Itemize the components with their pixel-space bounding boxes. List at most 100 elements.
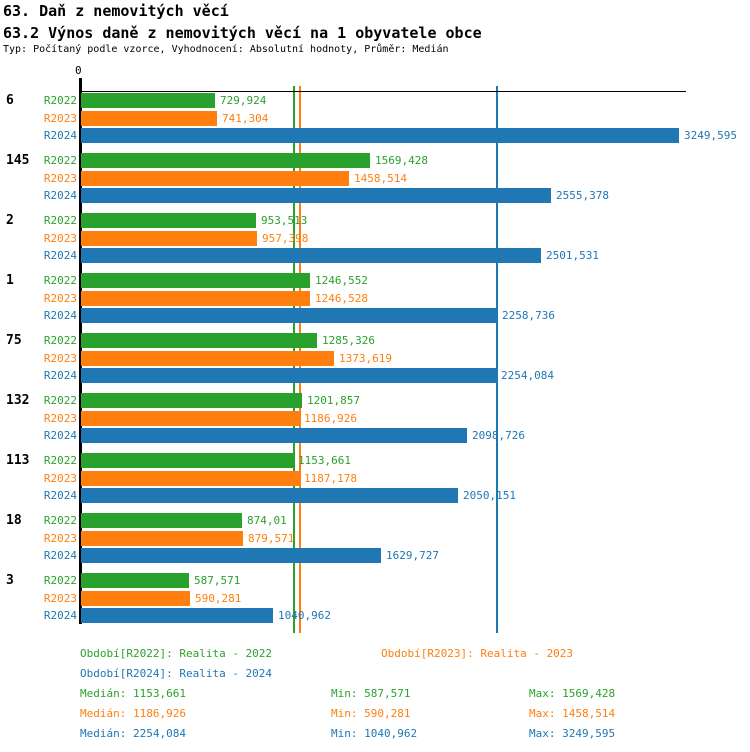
- bar-value-label: 874,01: [247, 514, 287, 527]
- bar-r2023: [81, 171, 349, 186]
- page-title: 63. Daň z nemovitých věcí: [3, 2, 229, 20]
- bar-value-label: 587,571: [194, 574, 241, 587]
- bar-value-label: 957,398: [262, 232, 309, 245]
- series-label-r2023: R2023: [43, 412, 77, 425]
- series-label-r2024: R2024: [43, 129, 77, 142]
- bar-r2022: [81, 513, 242, 528]
- stat-median-blue: Medián: 2254,084: [80, 727, 186, 740]
- x-axis-line: [79, 91, 686, 92]
- series-label-r2023: R2023: [43, 532, 77, 545]
- axis-zero-label: 0: [75, 64, 82, 77]
- bar-value-label: 2254,084: [501, 369, 554, 382]
- series-label-r2023: R2023: [43, 292, 77, 305]
- bar-value-label: 1629,727: [386, 549, 439, 562]
- bar-r2024: [81, 188, 551, 203]
- bar-value-label: 1246,552: [315, 274, 368, 287]
- legend-item-orange: Období[R2023]: Realita - 2023: [381, 647, 574, 660]
- bar-r2023: [81, 411, 299, 426]
- bar-r2024: [81, 248, 541, 263]
- bar-r2022: [81, 153, 370, 168]
- category-label: 132: [6, 393, 30, 408]
- series-label-r2022: R2022: [43, 154, 77, 167]
- chart-subtitle: Typ: Počítaný podle vzorce, Vyhodnocení:…: [3, 44, 449, 55]
- category-label: 2: [6, 213, 14, 228]
- series-label-r2024: R2024: [43, 249, 77, 262]
- stat-median-green: Medián: 1153,661: [80, 687, 186, 700]
- series-label-r2022: R2022: [43, 214, 77, 227]
- category-label: 6: [6, 93, 14, 108]
- series-label-r2024: R2024: [43, 429, 77, 442]
- series-label-r2022: R2022: [43, 274, 77, 287]
- stat-min-green: Min: 587,571: [331, 687, 411, 700]
- bar-value-label: 2258,736: [502, 309, 555, 322]
- series-label-r2024: R2024: [43, 609, 77, 622]
- series-label-r2024: R2024: [43, 549, 77, 562]
- bar-value-label: 1569,428: [375, 154, 428, 167]
- bar-value-label: 1040,962: [278, 609, 331, 622]
- stat-min-orange: Min: 590,281: [331, 707, 411, 720]
- bar-value-label: 1187,178: [304, 472, 357, 485]
- bar-value-label: 1285,326: [322, 334, 375, 347]
- series-label-r2024: R2024: [43, 489, 77, 502]
- series-label-r2022: R2022: [43, 334, 77, 347]
- bar-r2023: [81, 291, 310, 306]
- bar-value-label: 1458,514: [354, 172, 407, 185]
- bar-value-label: 2555,378: [556, 189, 609, 202]
- bar-r2022: [81, 213, 256, 228]
- bar-r2022: [81, 333, 317, 348]
- bar-r2022: [81, 573, 189, 588]
- bar-value-label: 1373,619: [339, 352, 392, 365]
- bar-value-label: 729,924: [220, 94, 267, 107]
- series-label-r2024: R2024: [43, 189, 77, 202]
- stat-max-blue: Max: 3249,595: [529, 727, 616, 740]
- category-label: 145: [6, 153, 30, 168]
- y-axis-line: [79, 78, 82, 624]
- bar-r2022: [81, 93, 215, 108]
- bar-r2024: [81, 368, 496, 383]
- bar-r2024: [81, 128, 679, 143]
- indicator-title: 63.2 Výnos daně z nemovitých věcí na 1 o…: [3, 24, 482, 42]
- series-label-r2023: R2023: [43, 472, 77, 485]
- series-label-r2024: R2024: [43, 369, 77, 382]
- series-label-r2023: R2023: [43, 232, 77, 245]
- bar-r2024: [81, 308, 497, 323]
- bar-value-label: 741,304: [222, 112, 269, 125]
- bar-value-label: 2098,726: [472, 429, 525, 442]
- category-label: 3: [6, 573, 14, 588]
- category-label: 18: [6, 513, 22, 528]
- bar-r2022: [81, 453, 293, 468]
- series-label-r2023: R2023: [43, 592, 77, 605]
- series-label-r2022: R2022: [43, 574, 77, 587]
- category-label: 1: [6, 273, 14, 288]
- bar-value-label: 3249,595: [684, 129, 737, 142]
- stat-min-blue: Min: 1040,962: [331, 727, 418, 740]
- stat-max-orange: Max: 1458,514: [529, 707, 616, 720]
- series-label-r2023: R2023: [43, 352, 77, 365]
- series-label-r2022: R2022: [43, 394, 77, 407]
- median-line-blue: [496, 86, 498, 633]
- bar-value-label: 953,513: [261, 214, 308, 227]
- bar-r2022: [81, 273, 310, 288]
- bar-r2024: [81, 488, 458, 503]
- category-label: 113: [6, 453, 30, 468]
- bar-value-label: 1201,857: [307, 394, 360, 407]
- series-label-r2023: R2023: [43, 172, 77, 185]
- series-label-r2022: R2022: [43, 514, 77, 527]
- bar-r2024: [81, 608, 273, 623]
- stat-max-green: Max: 1569,428: [529, 687, 616, 700]
- series-label-r2023: R2023: [43, 112, 77, 125]
- legend-item-green: Období[R2022]: Realita - 2022: [80, 647, 273, 660]
- bar-r2024: [81, 548, 381, 563]
- series-label-r2022: R2022: [43, 454, 77, 467]
- stat-median-orange: Medián: 1186,926: [80, 707, 186, 720]
- bar-value-label: 2050,151: [463, 489, 516, 502]
- bar-value-label: 2501,531: [546, 249, 599, 262]
- bar-value-label: 590,281: [195, 592, 242, 605]
- bar-r2024: [81, 428, 467, 443]
- bar-r2023: [81, 111, 217, 126]
- bar-value-label: 879,571: [248, 532, 295, 545]
- bar-value-label: 1246,528: [315, 292, 368, 305]
- bar-r2023: [81, 351, 334, 366]
